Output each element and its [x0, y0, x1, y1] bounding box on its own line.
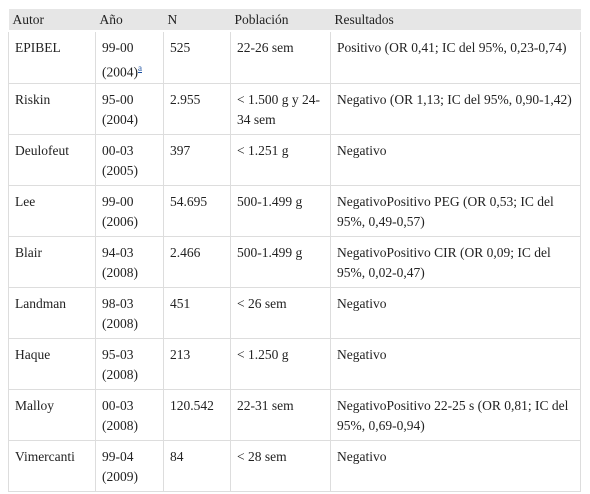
column-header: N [163, 9, 231, 32]
table-cell: Lee [8, 185, 96, 237]
table-cell: 99-00 (2006) [95, 185, 164, 237]
column-header: Año [95, 9, 164, 32]
table-cell: 2.955 [163, 83, 231, 135]
table-cell: 94-03 (2008) [95, 236, 164, 288]
table-cell: 525 [163, 31, 231, 84]
table-cell: 99-00 (2004)a [95, 31, 164, 84]
table-body: EPIBEL 99-00 (2004)a 525 22-26 sem Positivo … [8, 31, 581, 492]
table-cell: Haque [8, 338, 96, 390]
table-cell: Riskin [8, 83, 96, 135]
table-cell: NegativoPositivo PEG (OR 0,53; IC del 95… [330, 185, 581, 237]
table-cell: < 26 sem [230, 287, 331, 339]
table-cell: < 1.250 g [230, 338, 331, 390]
table-cell: Negativo (OR 1,13; IC del 95%, 0,90-1,42… [330, 83, 581, 135]
footnote-link[interactable]: a [138, 63, 142, 73]
table-cell: < 28 sem [230, 440, 331, 492]
table-cell: 2.466 [163, 236, 231, 288]
table-row: Deulofeut 00-03 (2005) 397 < 1.251 g Negativ… [8, 134, 581, 186]
footnote-ref: a [138, 62, 142, 74]
table-cell: < 1.251 g [230, 134, 331, 186]
table-cell: Deulofeut [8, 134, 96, 186]
table-cell: Negativo [330, 338, 581, 390]
table-cell: 95-00 (2004) [95, 83, 164, 135]
table-cell: NegativoPositivo 22-25 s (OR 0,81; IC de… [330, 389, 581, 441]
table-cell: Vimercanti [8, 440, 96, 492]
table-cell: Negativo [330, 134, 581, 186]
table-cell: 54.695 [163, 185, 231, 237]
cell-text: 99-00 (2004) [102, 40, 138, 80]
table-cell: 98-03 (2008) [95, 287, 164, 339]
table-cell: Negativo [330, 440, 581, 492]
table-row: Haque 95-03 (2008) 213 < 1.250 g Negativo [8, 338, 581, 390]
table-cell: 213 [163, 338, 231, 390]
table-cell: 120.542 [163, 389, 231, 441]
table-row: Lee 99-00 (2006) 54.695 500-1.499 g Negativo… [8, 185, 581, 237]
table-cell: 00-03 (2008) [95, 389, 164, 441]
table-cell: 451 [163, 287, 231, 339]
table-cell: 500-1.499 g [230, 185, 331, 237]
table-cell: 84 [163, 440, 231, 492]
table-row: Vimercanti 99-04 (2009) 84 < 28 sem Negativo [8, 440, 581, 492]
table-cell: Negativo [330, 287, 581, 339]
column-header: Población [230, 9, 331, 32]
table-cell: 397 [163, 134, 231, 186]
table-cell: EPIBEL [8, 31, 96, 84]
header-row: Autor Año N Población Resultados [8, 9, 581, 32]
table-cell: 99-04 (2009) [95, 440, 164, 492]
table-cell: 22-31 sem [230, 389, 331, 441]
column-header: Autor [8, 9, 96, 32]
table-cell: Malloy [8, 389, 96, 441]
table-row: Landman 98-03 (2008) 451 < 26 sem Negativo [8, 287, 581, 339]
table-row: Malloy 00-03 (2008) 120.542 22-31 sem Negati… [8, 389, 581, 441]
table-cell: 500-1.499 g [230, 236, 331, 288]
table-cell: Blair [8, 236, 96, 288]
table-row: Riskin 95-00 (2004) 2.955 < 1.500 g y 24-34… [8, 83, 581, 135]
table-row: Blair 94-03 (2008) 2.466 500-1.499 g Negativ… [8, 236, 581, 288]
table-row: EPIBEL 99-00 (2004)a 525 22-26 sem Positivo … [8, 31, 581, 84]
table-cell: 00-03 (2005) [95, 134, 164, 186]
table-cell: Landman [8, 287, 96, 339]
table-cell: 95-03 (2008) [95, 338, 164, 390]
results-table: Autor Año N Población Resultados EPIBEL 99-00… [8, 9, 581, 492]
table-cell: 22-26 sem [230, 31, 331, 84]
table-cell: NegativoPositivo CIR (OR 0,09; IC del 95… [330, 236, 581, 288]
table-cell: Positivo (OR 0,41; IC del 95%, 0,23-0,74… [330, 31, 581, 84]
column-header: Resultados [330, 9, 581, 32]
table-cell: < 1.500 g y 24-34 sem [230, 83, 331, 135]
